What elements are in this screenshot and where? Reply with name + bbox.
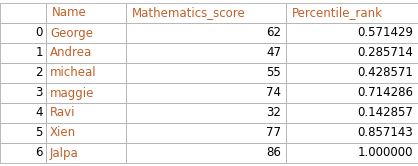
Text: 0.285714: 0.285714 (357, 46, 413, 59)
Bar (286, 23, 418, 43)
Bar (286, 103, 418, 123)
Text: 55: 55 (266, 67, 281, 80)
Bar (286, 143, 418, 163)
Bar (286, 83, 418, 103)
Text: Percentile_rank: Percentile_rank (292, 6, 383, 19)
Bar (0, 63, 46, 83)
Bar (286, 3, 418, 23)
Text: 0.857143: 0.857143 (357, 126, 413, 139)
Bar (46, 123, 126, 143)
Bar (0, 143, 46, 163)
Text: Andrea: Andrea (50, 46, 92, 59)
Text: micheal: micheal (50, 67, 97, 80)
Bar (126, 43, 286, 63)
Text: 47: 47 (266, 46, 281, 59)
Bar (286, 43, 418, 63)
Bar (126, 123, 286, 143)
Bar (126, 63, 286, 83)
Text: maggie: maggie (50, 86, 94, 99)
Bar (126, 23, 286, 43)
Bar (46, 143, 126, 163)
Bar (126, 83, 286, 103)
Bar (0, 123, 46, 143)
Text: Jalpa: Jalpa (50, 147, 79, 160)
Bar (46, 63, 126, 83)
Text: Xien: Xien (50, 126, 76, 139)
Text: Mathematics_score: Mathematics_score (132, 6, 246, 19)
Bar (286, 63, 418, 83)
Text: 62: 62 (266, 27, 281, 40)
Text: 77: 77 (266, 126, 281, 139)
Bar (0, 103, 46, 123)
Bar (0, 23, 46, 43)
Text: 0.714286: 0.714286 (357, 86, 413, 99)
Text: 0.571429: 0.571429 (357, 27, 413, 40)
Bar (0, 3, 46, 23)
Bar (46, 83, 126, 103)
Bar (0, 83, 46, 103)
Text: 4: 4 (36, 107, 43, 120)
Text: 2: 2 (36, 67, 43, 80)
Text: Name: Name (52, 6, 87, 19)
Text: 74: 74 (266, 86, 281, 99)
Bar (46, 43, 126, 63)
Text: 1: 1 (36, 46, 43, 59)
Text: 86: 86 (266, 147, 281, 160)
Text: 5: 5 (36, 126, 43, 139)
Bar (126, 3, 286, 23)
Bar (46, 103, 126, 123)
Text: 3: 3 (36, 86, 43, 99)
Text: Ravi: Ravi (50, 107, 76, 120)
Bar (286, 123, 418, 143)
Bar (126, 143, 286, 163)
Bar (126, 103, 286, 123)
Text: 32: 32 (266, 107, 281, 120)
Text: 0: 0 (36, 27, 43, 40)
Text: 1.000000: 1.000000 (357, 147, 413, 160)
Bar (46, 3, 126, 23)
Bar (0, 43, 46, 63)
Text: George: George (50, 27, 93, 40)
Text: 0.142857: 0.142857 (357, 107, 413, 120)
Bar (46, 23, 126, 43)
Text: 0.428571: 0.428571 (357, 67, 413, 80)
Text: 6: 6 (36, 147, 43, 160)
